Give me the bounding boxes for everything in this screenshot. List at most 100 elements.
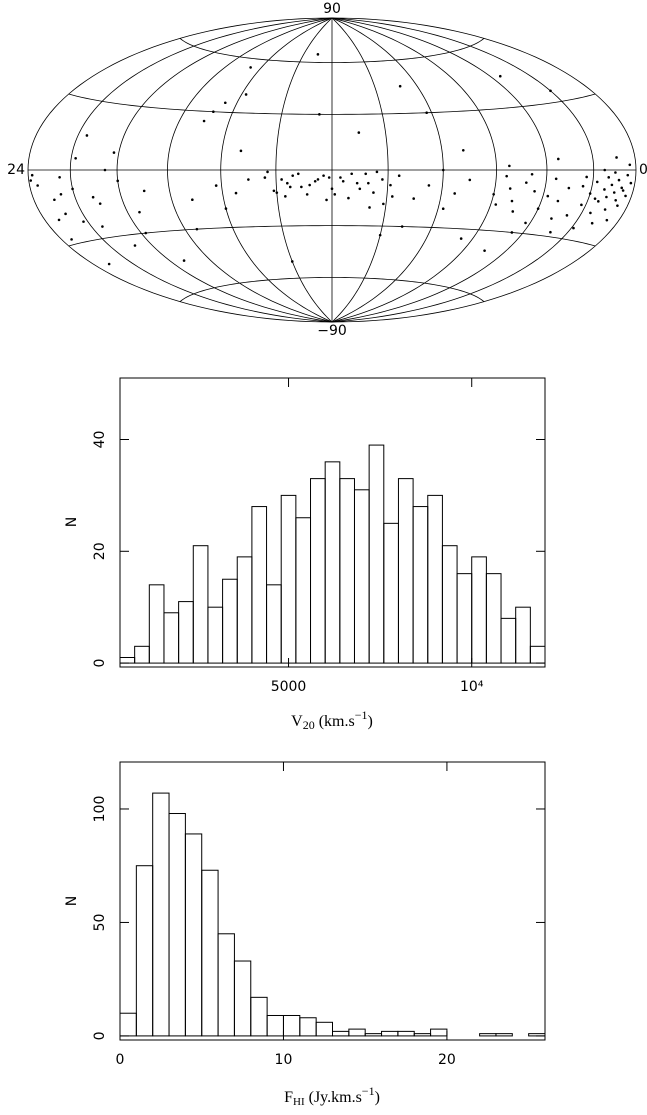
point — [112, 151, 116, 154]
y-tick-label: 0 — [92, 1031, 108, 1040]
label-part: (km.s — [315, 713, 355, 730]
point — [107, 262, 111, 266]
point — [549, 230, 552, 234]
point — [556, 157, 560, 161]
point — [603, 208, 607, 211]
point — [614, 171, 617, 174]
point — [70, 238, 73, 241]
bar — [412, 506, 429, 664]
bar — [397, 1030, 415, 1037]
point — [333, 193, 337, 196]
bar — [353, 489, 370, 664]
point — [74, 157, 77, 160]
parallel — [179, 277, 485, 302]
point — [266, 170, 269, 174]
point — [291, 174, 295, 177]
bar — [163, 612, 180, 664]
bar — [233, 960, 252, 1037]
bar — [266, 1014, 284, 1037]
plot-frame — [119, 761, 546, 1041]
point — [549, 89, 552, 93]
parallel — [68, 93, 596, 115]
point — [607, 176, 611, 179]
point — [364, 172, 368, 176]
bar — [168, 813, 186, 1037]
bar — [184, 833, 203, 1037]
point — [234, 191, 238, 195]
point — [378, 233, 382, 237]
point — [133, 244, 137, 247]
point — [603, 168, 607, 172]
point — [620, 186, 624, 190]
point — [546, 194, 550, 198]
x-tick-label: 24 — [7, 162, 25, 178]
x-axis-label: V20 (km.s−1) — [291, 708, 373, 732]
point — [589, 211, 592, 215]
point — [588, 192, 592, 195]
point — [249, 66, 252, 69]
plot-frame — [119, 377, 546, 668]
bar — [217, 933, 235, 1037]
point — [511, 210, 515, 213]
point — [510, 231, 514, 234]
point — [614, 198, 617, 202]
bar — [332, 1030, 350, 1037]
y-axis-label: N — [64, 517, 80, 527]
point — [318, 113, 321, 116]
point — [572, 226, 575, 230]
x-axis-label: FHI (Jy.km.s−1) — [284, 1084, 380, 1108]
point — [498, 74, 502, 78]
label-part: ) — [368, 713, 373, 730]
point — [308, 183, 311, 187]
bar — [207, 606, 224, 664]
point — [300, 185, 303, 189]
label-sub: HI — [293, 1096, 305, 1108]
x-tick-label: 5000 — [271, 679, 307, 695]
point — [350, 172, 353, 176]
point — [533, 189, 536, 193]
point — [624, 194, 627, 198]
point — [367, 181, 370, 185]
label-sub: 20 — [303, 718, 315, 732]
x-tick-label: 0 — [639, 162, 647, 178]
point — [272, 189, 276, 193]
point — [91, 195, 95, 199]
bar — [236, 556, 253, 664]
point — [603, 188, 606, 191]
point — [322, 174, 325, 177]
point — [368, 206, 371, 209]
point — [427, 184, 431, 187]
point — [468, 178, 472, 182]
point — [492, 192, 495, 196]
point — [595, 180, 599, 184]
point — [397, 174, 401, 177]
point — [524, 221, 527, 225]
point — [316, 178, 320, 181]
point — [288, 185, 292, 189]
point — [341, 179, 345, 183]
point — [585, 175, 588, 179]
bar — [383, 522, 399, 664]
point — [64, 212, 67, 216]
label-part: (Jy.km.s — [305, 1089, 362, 1106]
bar — [515, 606, 531, 664]
point — [605, 195, 608, 199]
point — [382, 202, 385, 206]
point — [626, 173, 630, 177]
point — [29, 179, 33, 182]
point — [103, 168, 107, 172]
point — [605, 218, 609, 222]
point — [616, 204, 619, 207]
point — [554, 177, 558, 181]
point — [142, 189, 146, 193]
bar — [192, 545, 209, 664]
point — [400, 225, 404, 228]
point — [191, 198, 194, 202]
point — [556, 199, 560, 203]
y-tick-label: 20 — [92, 542, 108, 560]
point — [182, 259, 186, 262]
point — [412, 197, 415, 200]
point — [550, 217, 553, 220]
point — [85, 134, 89, 137]
